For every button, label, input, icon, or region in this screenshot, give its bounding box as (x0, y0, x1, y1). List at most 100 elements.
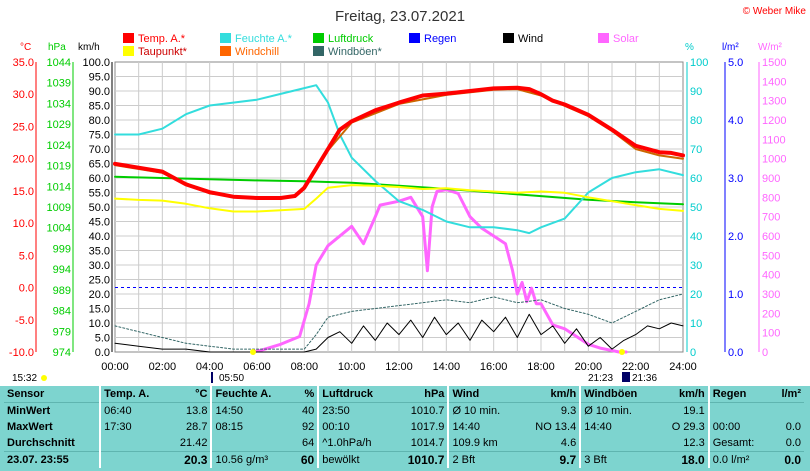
axes: 35.0 30.0 25.0 20.0 15.0 10.0 5.0 0.0 -5.0 -10.0 1… (9, 57, 787, 359)
tick-label-wind: 80.0 (89, 115, 110, 127)
tick-label-humidity: 60 (690, 173, 702, 185)
weather-chart: Freitag, 23.07.2021 © Weber Mike Temp. A… (8, 6, 807, 384)
series-line-temp-a (113, 85, 685, 200)
tick-label-temp: 35.0 (13, 57, 34, 69)
rain-value (771, 403, 804, 420)
hum-time: 14:50 (210, 402, 293, 419)
wind-info: 2 Bft (447, 451, 519, 468)
tick-label-solar: 800 (762, 192, 780, 204)
hum-value: 92 (301, 421, 315, 433)
x-tick-label: 24:00 (669, 361, 697, 373)
gust-info: 3 Bft (579, 451, 658, 468)
rain-info (707, 402, 772, 419)
temp-time: 06:40 (99, 402, 168, 419)
gust-info: Ø 10 min. (579, 402, 658, 419)
hum-time (210, 435, 293, 452)
stats-header-press-unit: hPa (392, 386, 449, 403)
tick-label-humidity: 20 (690, 289, 702, 301)
tick-label-humidity: 50 (690, 202, 702, 214)
tick-label-solar: 100 (762, 328, 780, 340)
tick-label-wind: 20.0 (89, 289, 110, 301)
legend-swatch (503, 33, 514, 43)
tick-label-solar: 0 (762, 347, 768, 359)
axis-unit-label: l/m² (722, 42, 739, 53)
tick-label-wind: 60.0 (89, 173, 110, 185)
sunset-sun-icon (619, 349, 625, 355)
legend-swatch (598, 33, 609, 43)
stats-header-temp-unit: °C (167, 386, 212, 403)
press-time: 23:50 (317, 402, 393, 419)
legend: Temp. A.* Feuchte A.* Luftdruck Regen Wind So… (123, 33, 639, 58)
rain-info: 00:00 (707, 419, 772, 435)
tick-label-pressure: 974 (53, 347, 71, 359)
stats-label: MaxWert (7, 421, 53, 433)
series-line-wind (114, 313, 684, 353)
tick-label-solar: 1300 (762, 96, 786, 108)
legend-label: Taupunkt* (138, 46, 188, 58)
tick-label-rain: 0.0 (728, 347, 743, 359)
grid (114, 61, 684, 353)
stats-header-gust-unit: km/h (657, 386, 709, 403)
series-line-solar (250, 188, 628, 354)
moon-time: 21:36 (632, 373, 657, 384)
tick-label-humidity: 30 (690, 260, 702, 272)
x-tick-label: 02:00 (149, 361, 177, 373)
series-line-feuchte-a (114, 84, 684, 235)
tick-label-solar: 600 (762, 231, 780, 243)
tick-label-wind: 100.0 (82, 57, 110, 69)
tick-label-wind: 15.0 (89, 304, 110, 316)
tick-label-wind: 30.0 (89, 260, 110, 272)
x-tick-label: 10:00 (338, 361, 366, 373)
stats-row-current: 23.07. 23:55 20.3 10.56 g/m³ 60 bewölkt … (4, 451, 804, 468)
legend-swatch (409, 33, 420, 43)
sunset-time: 21:23 (588, 373, 613, 384)
tick-label-temp: 25.0 (13, 121, 34, 133)
tick-label-wind: 0.0 (95, 347, 110, 359)
hum-value: 64 (292, 435, 319, 452)
time-markers: 15:32 05:50 21:23 21:36 (12, 349, 657, 384)
x-tick-label: 16:00 (480, 361, 508, 373)
sun-time-left: 15:32 (12, 373, 37, 384)
tick-label-rain: 2.0 (728, 231, 743, 243)
tick-label-solar: 500 (762, 250, 780, 262)
tick-label-pressure: 989 (53, 285, 71, 297)
stats-header-wind-unit: km/h (518, 386, 581, 403)
tick-label-pressure: 1024 (47, 140, 71, 152)
tick-label-wind: 85.0 (89, 101, 110, 113)
x-tick-label: 14:00 (433, 361, 461, 373)
legend-swatch (123, 33, 134, 43)
press-value: 1010.7 (407, 453, 445, 467)
tick-label-pressure: 1019 (47, 161, 71, 173)
tick-label-humidity: 100 (690, 57, 708, 69)
stats-row-min: MinWert 06:40 13.8 14:50 40 23:50 1010.7… (4, 402, 804, 420)
stats-header-temp: Temp. A. (99, 386, 168, 403)
tick-label-pressure: 994 (53, 264, 71, 276)
temp-value: 13.8 (186, 405, 208, 417)
press-value: 1014.7 (392, 435, 449, 452)
rain-value: 0.0 (784, 453, 801, 467)
stats-header-row: Sensor Temp. A. °C Feuchte A. % Luftdruc… (4, 386, 804, 403)
legend-swatch (220, 46, 231, 56)
axis-unit-label: km/h (78, 42, 100, 53)
press-value: 1010.7 (410, 405, 445, 417)
temp-value: 28.7 (186, 421, 208, 433)
rain-value: 0.0 (771, 435, 804, 452)
statistics-panel: Sensor Temp. A. °C Feuchte A. % Luftdruc… (0, 386, 810, 471)
sunrise-mark (211, 372, 213, 383)
tick-label-pressure: 1039 (47, 78, 71, 90)
press-time: 00:10 (317, 419, 393, 435)
stats-header-hum-unit: % (292, 386, 319, 403)
tick-label-pressure: 1044 (47, 57, 71, 69)
x-tick-label: 00:00 (101, 361, 129, 373)
legend-swatch (220, 33, 231, 43)
axis-units: °C hPa km/h% l/m² W/m² (20, 42, 783, 53)
sun-icon (41, 375, 47, 381)
tick-label-temp: -5.0 (15, 315, 34, 327)
legend-label: Temp. A.* (138, 33, 186, 45)
stats-header-gust: Windböen (579, 386, 658, 403)
wind-info: Ø 10 min. (447, 402, 519, 419)
tick-label-temp: 15.0 (13, 186, 34, 198)
tick-label-humidity: 70 (690, 144, 702, 156)
tick-label-wind: 50.0 (89, 202, 110, 214)
series-line-taupunkt (114, 184, 684, 213)
